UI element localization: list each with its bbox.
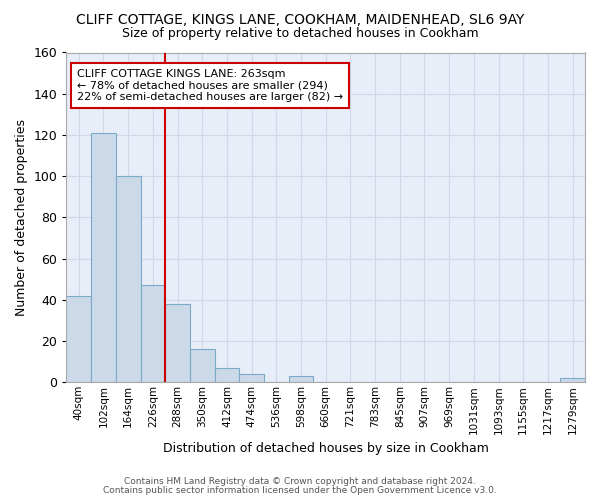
Bar [190,349,215,382]
Bar [140,286,165,382]
Bar [560,378,585,382]
Bar [215,368,239,382]
Bar [116,176,140,382]
Text: Size of property relative to detached houses in Cookham: Size of property relative to detached ho… [122,28,478,40]
Bar [91,133,116,382]
Text: CLIFF COTTAGE, KINGS LANE, COOKHAM, MAIDENHEAD, SL6 9AY: CLIFF COTTAGE, KINGS LANE, COOKHAM, MAID… [76,12,524,26]
Bar [239,374,264,382]
Text: Contains public sector information licensed under the Open Government Licence v3: Contains public sector information licen… [103,486,497,495]
Bar [165,304,190,382]
Bar [289,376,313,382]
Text: Contains HM Land Registry data © Crown copyright and database right 2024.: Contains HM Land Registry data © Crown c… [124,477,476,486]
Bar [67,296,91,382]
Text: CLIFF COTTAGE KINGS LANE: 263sqm
← 78% of detached houses are smaller (294)
22% : CLIFF COTTAGE KINGS LANE: 263sqm ← 78% o… [77,69,343,102]
X-axis label: Distribution of detached houses by size in Cookham: Distribution of detached houses by size … [163,442,488,455]
Y-axis label: Number of detached properties: Number of detached properties [15,119,28,316]
